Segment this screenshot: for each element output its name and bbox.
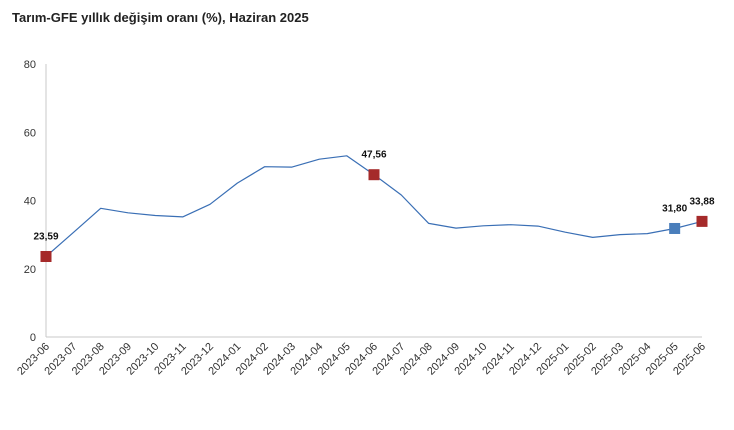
data-point-marker <box>40 250 52 262</box>
data-label: 33,88 <box>689 196 714 207</box>
y-tick-label: 20 <box>24 264 36 276</box>
data-label: 23,59 <box>33 231 58 242</box>
data-label: 47,56 <box>361 150 386 161</box>
y-tick-label: 80 <box>24 59 36 71</box>
data-point-marker <box>368 169 380 181</box>
y-tick-label: 0 <box>30 332 36 344</box>
data-point-marker <box>669 222 681 234</box>
data-label: 31,80 <box>662 203 687 214</box>
y-tick-label: 40 <box>24 196 36 208</box>
y-tick-label: 60 <box>24 127 36 139</box>
chart-title: Tarım-GFE yıllık değişim oranı (%), Hazi… <box>12 10 309 25</box>
data-point-marker <box>696 215 708 227</box>
